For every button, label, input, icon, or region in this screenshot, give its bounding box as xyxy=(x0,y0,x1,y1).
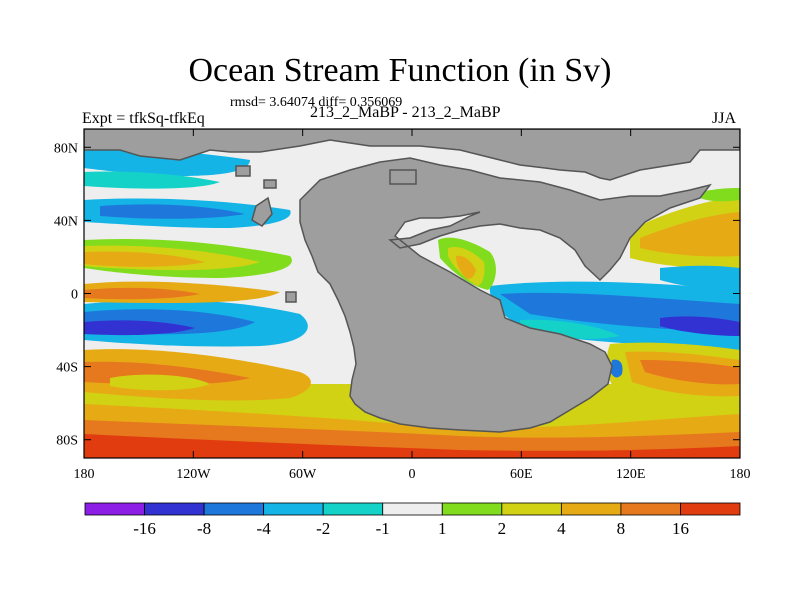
lat-tick-label: 0 xyxy=(71,288,78,303)
colorbar-label: 16 xyxy=(672,519,689,538)
colorbar-swatch xyxy=(322,502,384,516)
stats-label: rmsd= 3.64074 diff= 0.356069 xyxy=(230,95,403,110)
colorbar: -16 -8 -4 -2 -1 1 2 4 8 16 xyxy=(84,502,741,538)
case-label: 213_2_MaBP - 213_2_MaBP xyxy=(310,104,501,121)
lat-tick-label: 80N xyxy=(54,141,78,156)
lon-tick-label: 180 xyxy=(74,467,95,482)
colorbar-swatch xyxy=(382,502,443,516)
colorbar-label: -16 xyxy=(133,519,156,538)
colorbar-swatch xyxy=(84,502,145,516)
colorbar-swatch xyxy=(560,502,622,516)
colorbar-label: 1 xyxy=(438,519,447,538)
lon-tick-label: 120E xyxy=(616,467,646,482)
colorbar-label: 4 xyxy=(557,519,566,538)
colorbar-swatch xyxy=(680,502,741,516)
lat-tick-label: 40N xyxy=(54,214,78,229)
lon-tick-label: 180 xyxy=(730,467,751,482)
season-label: JJA xyxy=(712,110,737,127)
lat-tick-label: 80S xyxy=(56,434,78,449)
colorbar-swatch xyxy=(620,502,681,516)
lon-tick-label: 60E xyxy=(510,467,533,482)
colorbar-swatch xyxy=(144,502,205,516)
colorbar-swatch xyxy=(203,502,265,516)
colorbar-swatch xyxy=(501,502,562,516)
colorbar-label: -1 xyxy=(376,519,390,538)
page-title: Ocean Stream Function (in Sv) xyxy=(188,52,612,89)
land-masses xyxy=(84,129,740,433)
colorbar-swatch xyxy=(441,502,503,516)
lat-tick-label: 40S xyxy=(56,361,78,376)
lon-tick-label: 60W xyxy=(289,467,317,482)
colorbar-label: 2 xyxy=(498,519,507,538)
experiment-label: Expt = tfkSq-tfkEq xyxy=(82,110,205,127)
lon-tick-label: 0 xyxy=(409,467,416,482)
colorbar-label: -8 xyxy=(197,519,211,538)
colorbar-label: -4 xyxy=(257,519,272,538)
colorbar-label: -2 xyxy=(316,519,330,538)
axis-ticks: 180 120W 60W 0 60E 120E 180 80N 40N 0 40S 80S xyxy=(54,129,751,482)
colorbar-label: 8 xyxy=(617,519,626,538)
colorbar-swatch xyxy=(263,502,324,516)
lon-tick-label: 120W xyxy=(176,467,211,482)
